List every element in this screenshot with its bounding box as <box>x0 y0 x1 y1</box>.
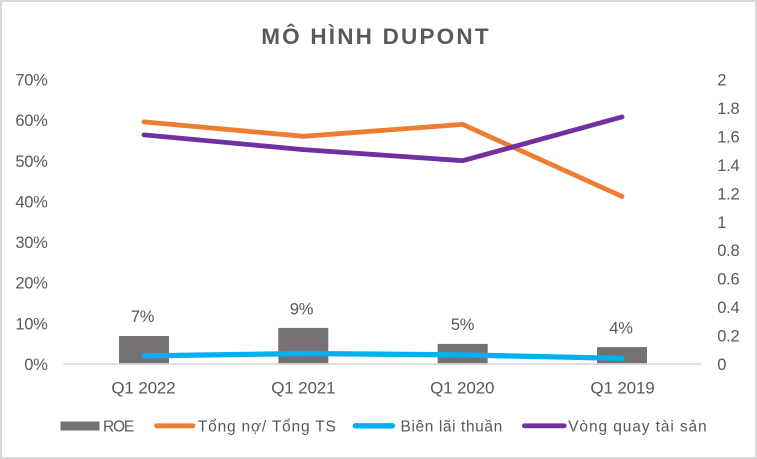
svg-text:0.2: 0.2 <box>717 328 739 346</box>
svg-text:1.8: 1.8 <box>717 100 739 118</box>
svg-text:Tổng nợ/ Tổng TS: Tổng nợ/ Tổng TS <box>198 419 337 436</box>
svg-text:40%: 40% <box>15 193 48 211</box>
svg-text:70%: 70% <box>15 72 48 90</box>
svg-text:30%: 30% <box>15 234 48 252</box>
svg-text:0: 0 <box>717 356 726 374</box>
svg-text:1: 1 <box>717 214 726 232</box>
svg-text:Q1 2022: Q1 2022 <box>111 378 175 397</box>
svg-text:Vòng quay tài sản: Vòng quay tài sản <box>568 419 707 436</box>
svg-text:0%: 0% <box>24 356 48 374</box>
svg-text:9%: 9% <box>290 301 314 319</box>
svg-text:20%: 20% <box>15 275 48 293</box>
svg-text:Q1 2019: Q1 2019 <box>590 378 654 397</box>
svg-text:4%: 4% <box>609 320 633 338</box>
svg-text:MÔ HÌNH DUPONT: MÔ HÌNH DUPONT <box>261 24 491 49</box>
svg-text:0.4: 0.4 <box>717 299 739 317</box>
svg-text:Q1 2021: Q1 2021 <box>271 378 335 397</box>
svg-text:60%: 60% <box>15 112 48 130</box>
svg-text:7%: 7% <box>131 308 155 326</box>
svg-text:2: 2 <box>717 72 726 90</box>
svg-text:1.2: 1.2 <box>717 185 739 203</box>
svg-text:Q1 2020: Q1 2020 <box>430 378 494 397</box>
svg-text:10%: 10% <box>15 315 48 333</box>
svg-text:Biên lãi thuần: Biên lãi thuần <box>401 419 503 436</box>
svg-text:0.6: 0.6 <box>717 271 739 289</box>
svg-text:ROE: ROE <box>103 419 134 436</box>
svg-text:1.4: 1.4 <box>717 157 739 175</box>
svg-text:1.6: 1.6 <box>717 129 739 147</box>
svg-text:50%: 50% <box>15 153 48 171</box>
svg-text:5%: 5% <box>451 316 475 334</box>
svg-text:0.8: 0.8 <box>717 242 739 260</box>
